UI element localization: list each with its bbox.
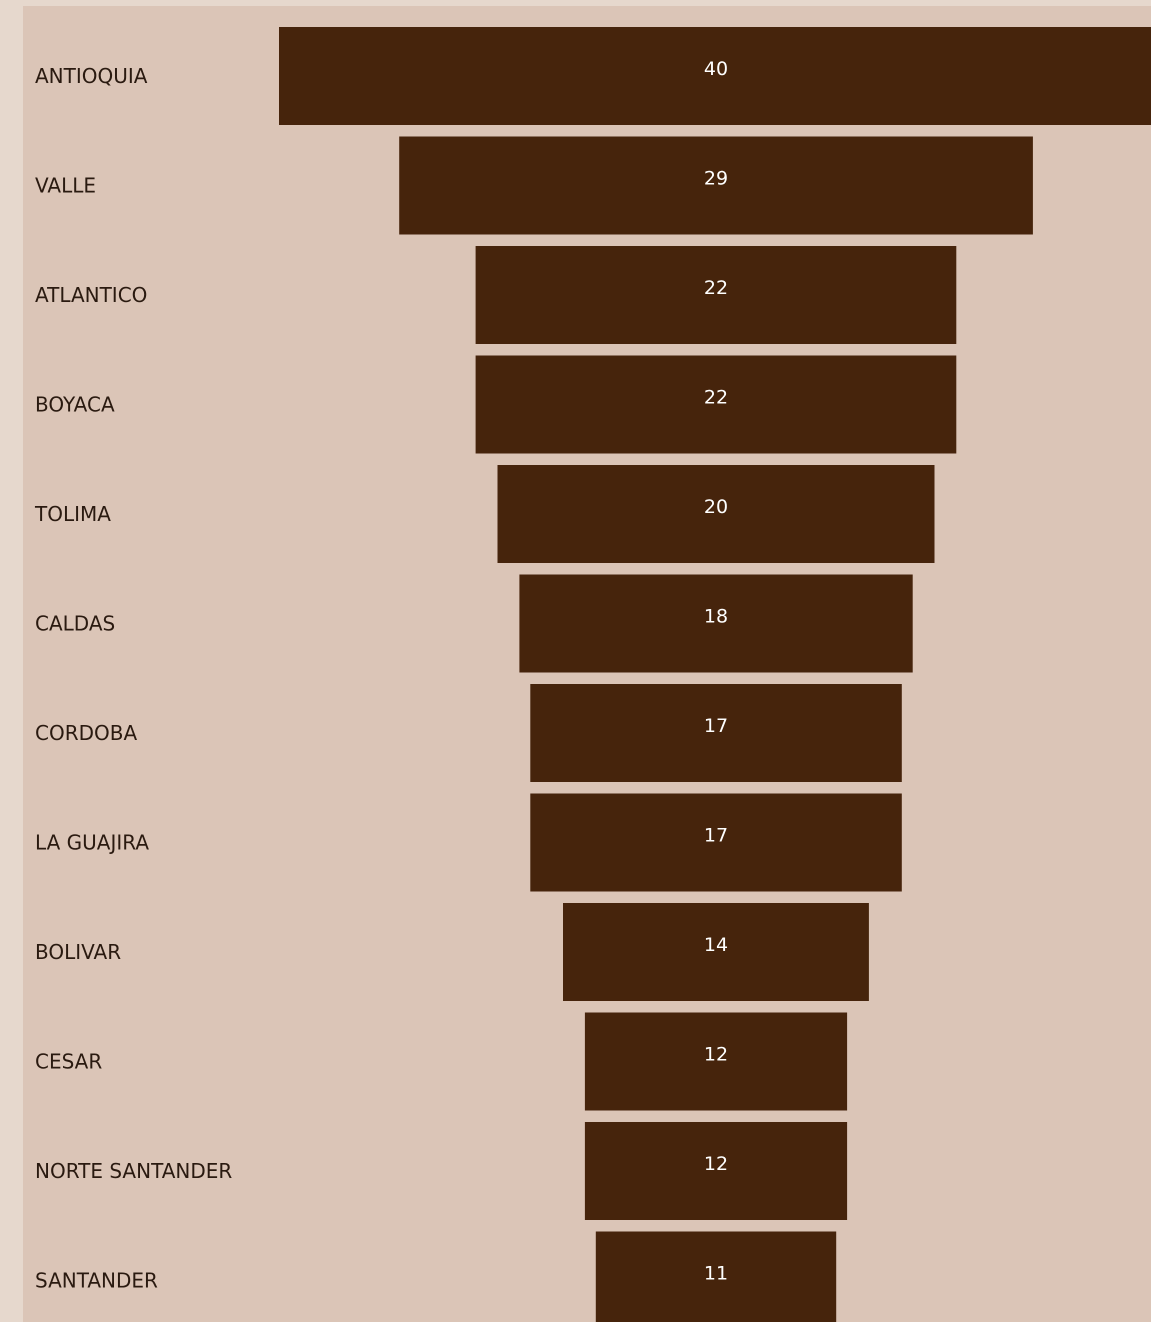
category-label-antioquia: ANTIOQUIA — [35, 64, 148, 88]
value-label-cesar: 12 — [704, 1044, 728, 1066]
category-label-cesar: CESAR — [35, 1050, 102, 1074]
value-label-norte-santander: 12 — [704, 1153, 728, 1175]
category-label-norte-santander: NORTE SANTANDER — [35, 1159, 232, 1183]
value-label-antioquia: 40 — [704, 58, 728, 80]
funnel-bar-la-guajira — [530, 793, 902, 892]
category-label-boyaca: BOYACA — [35, 393, 115, 417]
funnel-bar-santander — [595, 1231, 837, 1322]
funnel-bar-norte-santander — [584, 1122, 848, 1220]
funnel-bar-antioquia — [279, 27, 1151, 125]
category-label-la-guajira: LA GUAJIRA — [35, 831, 149, 855]
category-label-tolima: TOLIMA — [34, 502, 111, 526]
funnel-bar-cordoba — [530, 684, 902, 782]
funnel-bar-bolivar — [563, 903, 869, 1001]
funnel-bar-boyaca — [475, 355, 957, 454]
value-label-atlantico: 22 — [704, 277, 728, 299]
value-label-caldas: 18 — [704, 606, 728, 628]
value-label-la-guajira: 17 — [704, 825, 728, 847]
funnel-chart: ANTIOQUIA 40 VALLE 29 ATLANTICO 22 BOYACA 22 TOL… — [34, 27, 1151, 1322]
funnel-bar-atlantico — [475, 246, 957, 344]
value-label-tolima: 20 — [704, 496, 728, 518]
funnel-bar-tolima — [497, 465, 935, 563]
value-label-bolivar: 14 — [704, 934, 728, 956]
funnel-bar-cesar — [584, 1012, 848, 1111]
category-label-atlantico: ATLANTICO — [35, 283, 147, 307]
funnel-bar-valle — [399, 136, 1033, 235]
value-label-santander: 11 — [704, 1263, 728, 1285]
category-label-caldas: CALDAS — [35, 612, 115, 636]
funnel-chart-panel: ANTIOQUIA 40 VALLE 29 ATLANTICO 22 BOYACA 22 TOL… — [23, 6, 1151, 1322]
category-label-cordoba: CORDOBA — [35, 721, 137, 745]
funnel-bar-caldas — [519, 574, 913, 673]
category-label-valle: VALLE — [35, 174, 96, 198]
category-label-santander: SANTANDER — [35, 1269, 158, 1293]
value-label-cordoba: 17 — [704, 715, 728, 737]
value-label-valle: 29 — [704, 168, 728, 190]
value-label-boyaca: 22 — [704, 387, 728, 409]
category-label-bolivar: BOLIVAR — [35, 940, 121, 964]
